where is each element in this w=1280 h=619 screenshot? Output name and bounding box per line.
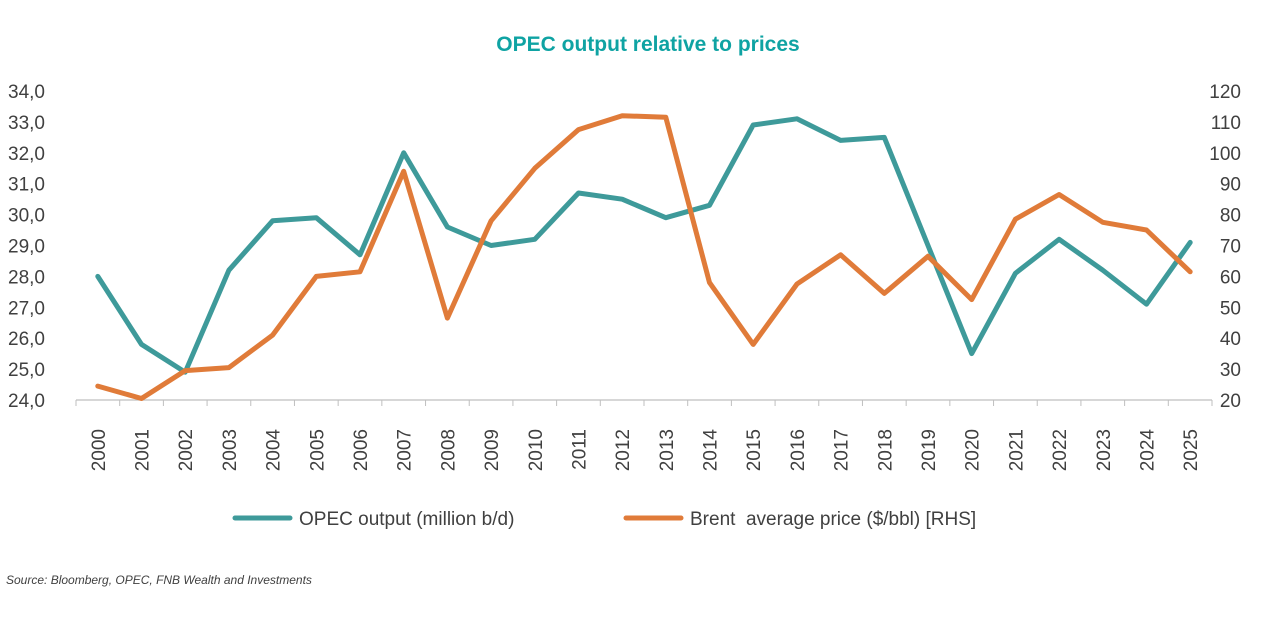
x-axis-tick-label: 2011	[569, 429, 590, 470]
x-axis-tick-label: 2006	[351, 429, 372, 471]
x-axis-tick-label: 2000	[89, 429, 110, 471]
x-axis-tick-label: 2015	[744, 429, 765, 471]
legend-label-opec-output: OPEC output (million b/d)	[299, 509, 514, 530]
left-axis-tick-label: 30,0	[8, 206, 45, 227]
left-axis-tick-label: 24,0	[8, 391, 45, 412]
left-axis-tick-label: 34,0	[8, 82, 45, 103]
x-axis-tick-label: 2018	[875, 429, 896, 471]
right-axis-tick-label: 110	[1211, 113, 1241, 134]
left-axis-ticks: 24,0 25,0 26,0 27,0 28,0 29,0 30,0 31,0 32,0 33,0…	[8, 82, 45, 412]
series-layer	[95, 113, 1193, 401]
series-line-opec-output	[95, 116, 1193, 375]
source-note: Source: Bloomberg, OPEC, FNB Wealth and …	[6, 573, 312, 587]
x-axis-tick-label: 2003	[220, 429, 241, 471]
x-axis-tick-label: 2017	[832, 429, 853, 471]
right-axis-tick-label: 30	[1220, 360, 1241, 381]
x-axis-tick-label: 2009	[482, 429, 503, 471]
x-axis-tick-label: 2016	[788, 429, 809, 471]
x-axis-tick-label: 2014	[701, 429, 722, 472]
legend-label-brent-price: Brent average price ($/bbl) [RHS]	[690, 509, 976, 530]
x-axis-tick-label: 2021	[1006, 429, 1027, 471]
right-axis-ticks: 20 30 40 50 60 70 80 90 100 110 120	[1209, 82, 1241, 412]
right-axis-tick-label: 60	[1220, 267, 1241, 288]
x-axis-ticks: 2000 2001 2002 2003 2004 2005 2006 2007 2008 2009…	[75, 400, 1213, 472]
x-axis-tick-label: 2013	[657, 429, 678, 471]
x-axis-tick-label: 2007	[395, 429, 416, 471]
right-axis-tick-label: 100	[1209, 144, 1241, 165]
left-axis-tick-label: 28,0	[8, 267, 45, 288]
x-axis-tick-label: 2022	[1050, 429, 1071, 471]
right-axis-tick-label: 120	[1209, 82, 1241, 103]
x-axis-tick-label: 2010	[526, 429, 547, 471]
left-axis-tick-label: 27,0	[8, 298, 45, 319]
right-axis-tick-label: 70	[1220, 237, 1241, 258]
series-line-brent-price	[95, 113, 1193, 401]
right-axis-tick-label: 50	[1220, 298, 1241, 319]
x-axis-tick-label: 2024	[1137, 429, 1158, 472]
x-axis-tick-label: 2008	[438, 429, 459, 471]
legend: OPEC output (million b/d) Brent average …	[232, 509, 976, 530]
x-axis-tick-label: 2004	[264, 429, 285, 472]
x-axis-tick-label: 2005	[307, 429, 328, 471]
x-axis-tick-label: 2025	[1181, 429, 1202, 471]
x-axis-tick-label: 2012	[613, 429, 634, 471]
left-axis-tick-label: 29,0	[8, 237, 45, 258]
left-axis-tick-label: 26,0	[8, 329, 45, 350]
right-axis-tick-label: 90	[1220, 175, 1241, 196]
x-axis-tick-label: 2023	[1094, 429, 1115, 471]
right-axis-tick-label: 40	[1220, 329, 1241, 350]
left-axis-tick-label: 33,0	[8, 113, 45, 134]
right-axis-tick-label: 20	[1220, 391, 1241, 412]
left-axis-tick-label: 25,0	[8, 360, 45, 381]
right-axis-tick-label: 80	[1220, 206, 1241, 227]
chart-title: OPEC output relative to prices	[496, 33, 799, 56]
x-axis-tick-label: 2002	[176, 429, 197, 471]
x-axis-tick-label: 2019	[919, 429, 940, 471]
left-axis-tick-label: 31,0	[8, 175, 45, 196]
x-axis-tick-label: 2001	[133, 429, 154, 471]
x-axis-tick-label: 2020	[963, 429, 984, 471]
left-axis-tick-label: 32,0	[8, 144, 45, 165]
